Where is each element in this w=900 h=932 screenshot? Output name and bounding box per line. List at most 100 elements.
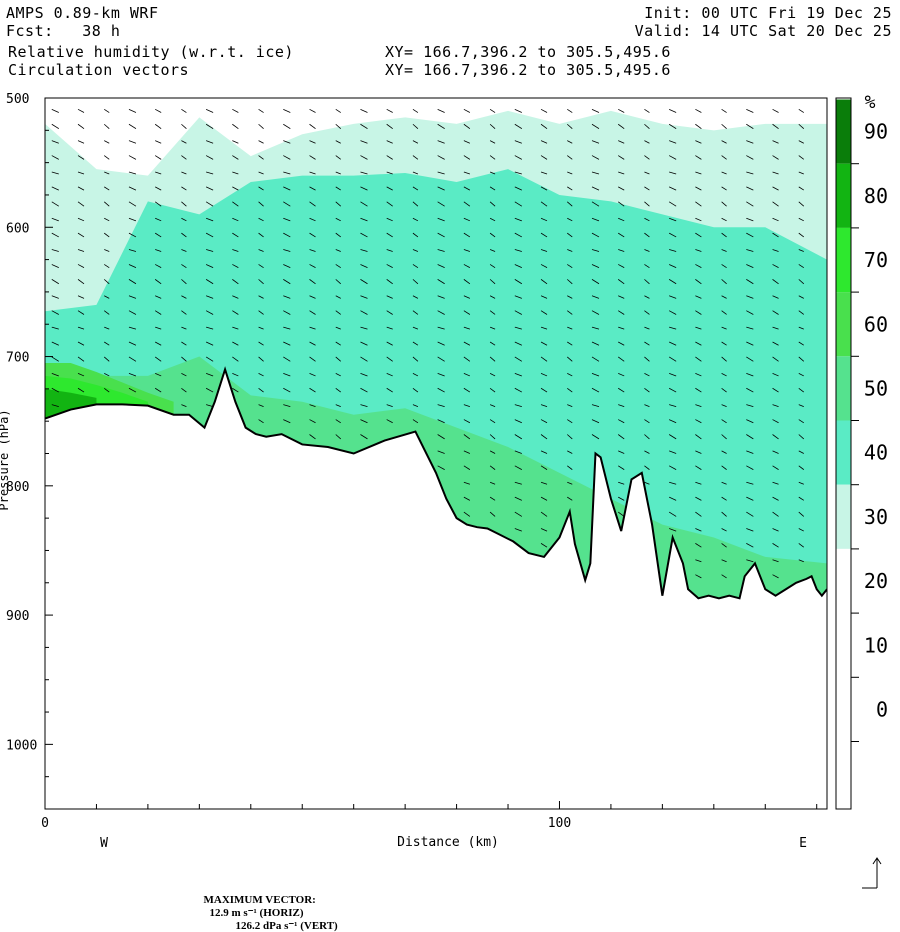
wind-vector xyxy=(772,217,779,222)
wind-vector xyxy=(489,201,496,207)
wind-vector xyxy=(746,481,754,485)
wind-vector xyxy=(695,108,702,113)
wind-vector xyxy=(618,404,625,408)
y-tick-label: 600 xyxy=(6,221,29,236)
wind-vector xyxy=(695,123,702,129)
wind-vector xyxy=(567,404,573,408)
wind-vector xyxy=(772,419,779,424)
wind-vector xyxy=(591,295,600,299)
wind-vector xyxy=(591,419,600,424)
wind-vector xyxy=(205,279,214,285)
wind-vector xyxy=(591,341,600,346)
wind-vector xyxy=(412,326,419,330)
wind-vector xyxy=(695,310,702,315)
wind-vector xyxy=(360,434,368,440)
wind-vector xyxy=(798,559,804,563)
wind-vector xyxy=(155,326,162,330)
wind-vector xyxy=(567,108,573,113)
y-axis: 500 600 700 800 900 1000 Pressure (hPa) xyxy=(0,92,53,810)
wind-vector xyxy=(489,496,496,501)
wind-vector xyxy=(798,140,804,144)
wind-vector xyxy=(360,171,368,175)
terrain-line xyxy=(45,366,827,600)
wind-vector xyxy=(798,372,804,377)
wind-vector xyxy=(51,387,59,393)
wind-vector xyxy=(463,372,471,377)
wind-vector xyxy=(412,419,419,424)
wind-vector xyxy=(644,279,650,285)
wind-vector xyxy=(309,232,316,238)
wind-vector xyxy=(412,171,419,175)
wind-vector xyxy=(258,217,264,222)
wind-vector xyxy=(772,186,779,191)
colorbar-label: 40 xyxy=(864,441,888,465)
wind-vector xyxy=(618,496,625,501)
wind-vector xyxy=(772,310,779,315)
wind-vector xyxy=(360,140,368,144)
wind-vector xyxy=(283,217,291,222)
wind-vector xyxy=(567,295,573,299)
wind-vector xyxy=(489,404,496,408)
wind-vector xyxy=(283,341,291,346)
wind-vector xyxy=(258,264,264,268)
xy-range-1: XY= 166.7,396.2 to 305.5,495.6 xyxy=(385,43,671,61)
wind-vector xyxy=(540,217,548,222)
wind-vector xyxy=(77,217,85,222)
wind-vector xyxy=(695,404,702,408)
wind-vector xyxy=(772,450,779,454)
wind-vector xyxy=(386,264,393,269)
wind-vector xyxy=(618,108,625,113)
wind-vector xyxy=(283,264,291,269)
wind-vector xyxy=(644,155,650,160)
colorbar-swatch xyxy=(836,677,851,742)
wind-vector xyxy=(618,341,625,346)
wind-vector xyxy=(668,108,677,113)
colorbar-label: 50 xyxy=(864,377,888,401)
max-vector-label: MAXIMUM VECTOR: xyxy=(203,894,316,906)
wind-vector xyxy=(695,387,702,393)
wind-vector xyxy=(181,155,187,160)
wind-vector xyxy=(154,123,162,129)
wind-vector xyxy=(746,496,754,501)
wind-vector xyxy=(721,465,727,470)
wind-vector xyxy=(412,404,419,408)
wind-vector xyxy=(309,372,316,377)
wind-vector xyxy=(746,528,754,532)
wind-vector xyxy=(644,140,650,144)
wind-vector xyxy=(567,387,573,393)
wind-vector xyxy=(77,155,85,160)
wind-vector xyxy=(386,186,393,191)
wind-vector xyxy=(335,217,341,222)
wind-vector xyxy=(360,108,368,113)
wind-vector xyxy=(798,326,804,330)
wind-vector xyxy=(128,140,137,144)
wind-vector xyxy=(128,326,137,330)
wind-vector xyxy=(128,217,137,222)
wind-vector xyxy=(721,511,727,517)
wind-vector xyxy=(489,326,496,330)
wind-vector xyxy=(540,123,548,129)
wind-vector xyxy=(566,434,573,440)
wind-vector xyxy=(668,201,677,207)
wind-vector xyxy=(798,249,804,252)
wind-vector xyxy=(206,171,214,175)
wind-vector xyxy=(386,356,393,362)
wind-vector xyxy=(669,528,677,532)
wind-vector xyxy=(695,155,702,160)
wind-vector xyxy=(591,232,600,238)
wind-vector xyxy=(514,496,522,501)
wind-vector xyxy=(644,341,650,346)
wind-vector xyxy=(309,341,316,346)
init-time: Init: 00 UTC Fri 19 Dec 25 xyxy=(644,4,892,22)
wind-vector xyxy=(412,264,419,268)
wind-vector xyxy=(283,295,291,299)
wind-vector xyxy=(155,372,162,377)
wind-vector xyxy=(695,295,702,299)
wind-vector xyxy=(463,249,470,252)
wind-vector xyxy=(128,372,137,377)
wind-vector xyxy=(617,123,625,129)
wind-vector xyxy=(205,123,214,129)
wind-vector xyxy=(617,232,625,238)
wind-vector xyxy=(386,326,393,330)
wind-vector xyxy=(798,496,804,501)
